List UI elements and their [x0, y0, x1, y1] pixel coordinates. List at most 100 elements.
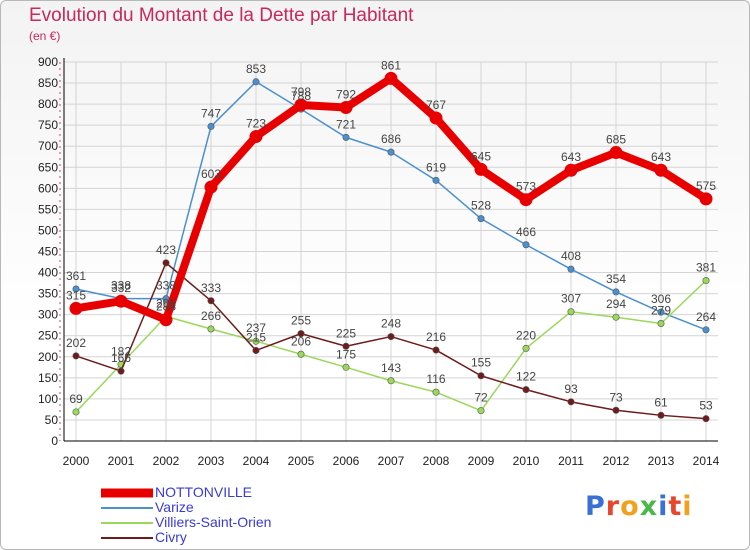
y-tick-label: 400	[38, 266, 58, 280]
data-label: 333	[201, 281, 221, 295]
proxiti-logo: Proxiti	[585, 491, 693, 522]
data-point	[72, 285, 80, 293]
data-point	[522, 344, 530, 352]
logo-letter: i	[682, 491, 693, 522]
data-point	[567, 308, 575, 316]
data-label: 792	[336, 87, 356, 101]
y-tick-label: 600	[38, 181, 58, 195]
data-point	[609, 146, 623, 160]
logo-letter: t	[668, 491, 683, 522]
logo-letter: P	[585, 491, 606, 522]
data-label: 361	[66, 269, 86, 283]
data-label: 73	[609, 390, 623, 404]
data-point	[522, 241, 530, 249]
data-label: 53	[699, 399, 713, 413]
data-label: 798	[291, 85, 311, 99]
x-tick-label: 2006	[333, 454, 360, 468]
legend-swatch	[101, 536, 153, 539]
y-tick-label: 550	[38, 202, 58, 216]
data-point	[342, 363, 350, 371]
y-tick-label: 200	[38, 350, 58, 364]
data-point	[612, 406, 620, 414]
data-point	[294, 98, 308, 112]
data-point	[252, 337, 260, 345]
data-point	[342, 342, 350, 350]
y-tick-label: 150	[38, 371, 58, 385]
data-point	[522, 386, 530, 394]
data-point	[702, 326, 710, 334]
y-tick-label: 850	[38, 76, 58, 90]
data-point	[474, 162, 488, 176]
data-point	[252, 346, 260, 354]
x-tick-label: 2004	[243, 454, 270, 468]
x-tick-label: 2003	[198, 454, 225, 468]
y-tick-label: 100	[38, 392, 58, 406]
y-tick-label: 800	[38, 97, 58, 111]
data-label: 296	[156, 296, 176, 310]
data-label: 220	[516, 328, 536, 342]
data-point	[657, 320, 665, 328]
y-tick-label: 50	[45, 413, 59, 427]
data-label: 573	[516, 180, 536, 194]
y-tick-label: 750	[38, 118, 58, 132]
y-tick-label: 250	[38, 329, 58, 343]
data-point	[207, 122, 215, 130]
data-label: 175	[336, 347, 356, 361]
data-point	[654, 163, 668, 177]
data-point	[297, 330, 305, 338]
data-point	[612, 288, 620, 296]
data-point	[114, 294, 128, 308]
legend-label: NOTTONVILLE	[155, 484, 252, 500]
data-point	[702, 415, 710, 423]
data-label: 255	[291, 314, 311, 328]
data-point	[249, 130, 263, 144]
data-label: 294	[606, 297, 626, 311]
data-point	[117, 367, 125, 375]
data-point	[384, 71, 398, 85]
data-point	[297, 350, 305, 358]
data-label: 202	[66, 336, 86, 350]
data-label: 215	[246, 330, 266, 344]
data-label: 575	[696, 179, 716, 193]
data-point	[207, 297, 215, 305]
data-label: 69	[69, 392, 83, 406]
data-label: 619	[426, 160, 446, 174]
data-label: 182	[111, 344, 131, 358]
data-label: 206	[291, 334, 311, 348]
x-tick-label: 2001	[108, 454, 135, 468]
data-label: 747	[201, 106, 221, 120]
data-label: 264	[696, 310, 716, 324]
data-point	[252, 78, 260, 86]
data-point	[339, 100, 353, 114]
data-label: 643	[561, 150, 581, 164]
data-label: 645	[471, 149, 491, 163]
data-label: 61	[654, 395, 668, 409]
data-label: 423	[156, 243, 176, 257]
y-tick-label: 900	[38, 55, 58, 69]
data-point	[657, 411, 665, 419]
data-point	[567, 398, 575, 406]
data-point	[477, 407, 485, 415]
data-point	[612, 313, 620, 321]
data-point	[159, 313, 173, 327]
data-label: 93	[564, 382, 578, 396]
data-point	[387, 148, 395, 156]
data-label: 603	[201, 167, 221, 181]
x-tick-label: 2009	[468, 454, 495, 468]
x-tick-label: 2005	[288, 454, 315, 468]
data-label: 354	[606, 272, 626, 286]
series-layer	[69, 71, 713, 423]
data-point	[432, 388, 440, 396]
x-tick-label: 2008	[423, 454, 450, 468]
data-label: 122	[516, 370, 536, 384]
data-label: 788	[291, 89, 311, 103]
data-label: 528	[471, 199, 491, 213]
data-label: 685	[606, 133, 626, 147]
data-label: 237	[246, 321, 266, 335]
data-label: 166	[111, 351, 131, 365]
data-label: 266	[201, 309, 221, 323]
data-label: 723	[246, 117, 266, 131]
data-point	[564, 163, 578, 177]
